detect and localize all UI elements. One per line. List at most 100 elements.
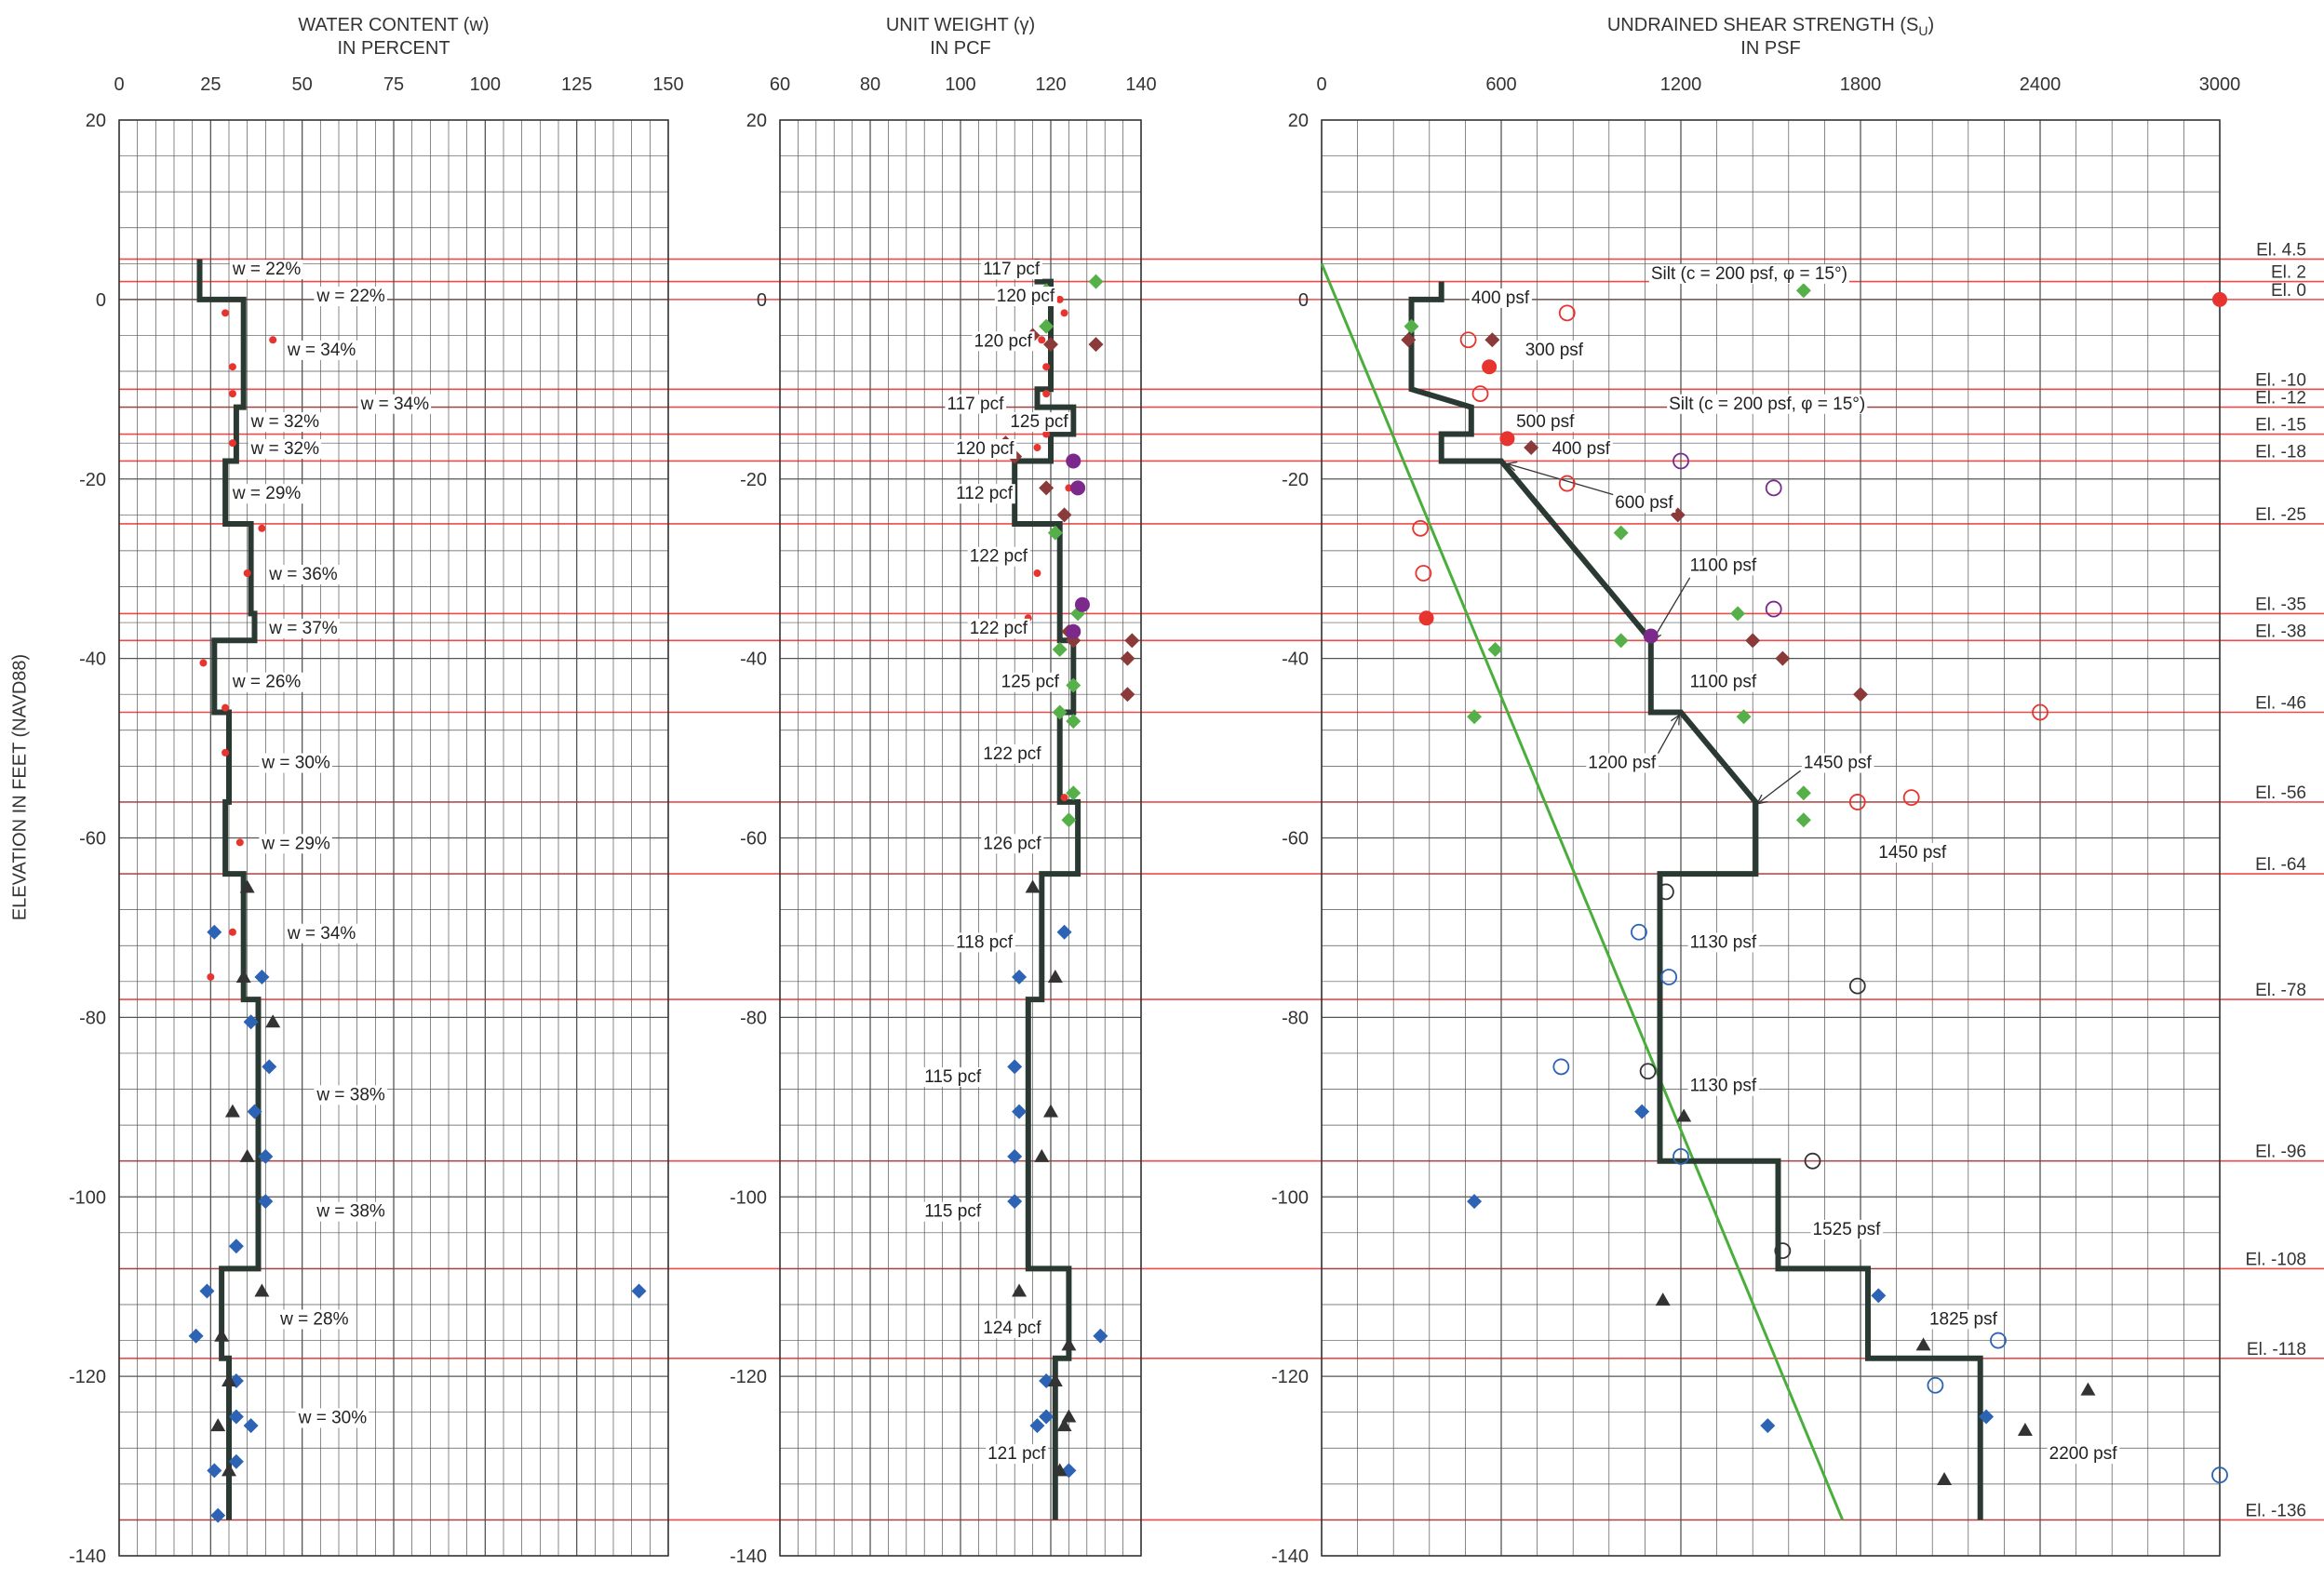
- elevation-label: El. -108: [2246, 1250, 2306, 1269]
- y-tick-label: 0: [1298, 290, 1309, 311]
- data-label: 120 pcf: [997, 287, 1055, 306]
- data-label: 1525 psf: [1813, 1220, 1882, 1239]
- elevation-label: El. -38: [2255, 622, 2306, 641]
- data-point: [1047, 525, 1063, 541]
- data-label: 117 pcf: [947, 395, 1004, 414]
- data-label: 300 psf: [1525, 341, 1584, 360]
- data-label-bg: [967, 546, 1030, 567]
- data-label: w = 32%: [250, 412, 320, 432]
- data-point: [1047, 1372, 1063, 1386]
- data-point: [239, 879, 255, 893]
- data-label-bg: [1550, 438, 1613, 459]
- panel-2: 60 80 100 120 140 20 0 -20 -40 -60 -80 -100 -120 -140…: [730, 15, 1157, 1567]
- data-label-bg: [284, 340, 358, 360]
- y-tick-label: 20: [86, 111, 106, 131]
- data-label-bg: [945, 394, 1007, 414]
- data-label-bg: [248, 412, 322, 433]
- data-point: [1745, 633, 1761, 649]
- elevation-label: El. -12: [2255, 389, 2306, 408]
- data-label-bg: [981, 1319, 1044, 1339]
- y-tick-label: -120: [69, 1367, 106, 1387]
- data-point: [214, 1328, 230, 1342]
- data-label: w = 36%: [268, 565, 338, 584]
- data-label-bg: [229, 484, 303, 504]
- elevation-label: El. -35: [2255, 595, 2306, 614]
- data-point: [1039, 1409, 1055, 1425]
- data-point: [1418, 610, 1434, 626]
- data-label-bg: [1469, 288, 1532, 308]
- data-point: [1524, 439, 1539, 455]
- data-point: [1676, 1108, 1692, 1122]
- data-point: [1848, 794, 1866, 810]
- y-tick-label: -100: [1271, 1187, 1309, 1208]
- x-tick-label: 140: [1125, 74, 1156, 95]
- data-label-bg: [1514, 412, 1578, 433]
- data-label: 1450 psf: [1804, 754, 1873, 773]
- grid: [779, 119, 1142, 1557]
- data-point: [1042, 390, 1051, 398]
- data-label: 1450 psf: [1878, 843, 1947, 863]
- data-label-bg: [1687, 932, 1759, 953]
- data-point: [1055, 295, 1064, 303]
- elevation-label: El. 4.5: [2256, 240, 2306, 260]
- data-label-bg: [986, 1444, 1049, 1465]
- data-label: 2200 psf: [2049, 1444, 2118, 1464]
- y-tick-label: -100: [730, 1187, 767, 1208]
- data-point: [1660, 969, 1678, 985]
- y-tick-label: -40: [79, 649, 106, 670]
- panel-subtitle: IN PERCENT: [337, 38, 450, 59]
- data-label: 115 pcf: [924, 1067, 982, 1087]
- data-label: w = 30%: [298, 1409, 368, 1428]
- data-point: [1655, 1292, 1671, 1306]
- data-label: 117 pcf: [983, 260, 1041, 279]
- data-point: [1061, 1409, 1077, 1423]
- data-label-bg: [981, 743, 1044, 764]
- callout-arrow: [1505, 461, 1518, 472]
- data-point: [2212, 291, 2227, 307]
- data-point: [1672, 452, 1689, 470]
- elevation-label: El. 2: [2271, 263, 2306, 283]
- data-label: 122 pcf: [970, 547, 1028, 567]
- data-label: 1100 psf: [1690, 673, 1757, 692]
- data-point: [1484, 332, 1500, 348]
- x-tick-label: 75: [383, 74, 404, 95]
- data-point: [1124, 633, 1140, 649]
- data-point: [235, 969, 251, 983]
- data-point: [1643, 628, 1659, 644]
- y-tick-label: -120: [1271, 1367, 1309, 1387]
- data-point: [1061, 812, 1077, 828]
- data-point: [1990, 1332, 2007, 1349]
- data-point: [207, 972, 215, 981]
- elevation-label: El. -136: [2246, 1501, 2306, 1520]
- data-point: [1927, 1376, 1944, 1394]
- x-tick-label: 150: [652, 74, 683, 95]
- data-point: [243, 569, 251, 578]
- x-tick-label: 1800: [1840, 74, 1882, 95]
- data-label: 1200 psf: [1588, 754, 1657, 773]
- y-tick-label: -80: [740, 1008, 767, 1028]
- data-point: [1795, 812, 1811, 828]
- data-point: [1066, 453, 1081, 469]
- data-label: 126 pcf: [983, 834, 1041, 853]
- data-point: [1871, 1288, 1887, 1304]
- data-label: 500 psf: [1516, 412, 1575, 432]
- y-tick-label: -80: [1282, 1008, 1309, 1028]
- design-profile: [1408, 281, 1983, 1520]
- callout-arrow: [1671, 714, 1681, 726]
- data-point: [247, 1104, 262, 1119]
- data-label: 122 pcf: [983, 744, 1041, 764]
- data-point: [228, 363, 236, 371]
- data-point: [1795, 785, 1811, 801]
- data-point: [228, 390, 236, 398]
- data-point: [1937, 1472, 1953, 1486]
- y-tick-label: -60: [79, 829, 106, 850]
- data-label-bg: [922, 1201, 984, 1222]
- data-point: [210, 1507, 226, 1523]
- data-point: [199, 659, 208, 667]
- data-point: [1025, 879, 1041, 893]
- data-label-bg: [954, 932, 1015, 953]
- data-point: [254, 969, 270, 984]
- data-point: [1467, 1194, 1483, 1210]
- data-point: [631, 1283, 647, 1299]
- data-point: [1613, 525, 1629, 541]
